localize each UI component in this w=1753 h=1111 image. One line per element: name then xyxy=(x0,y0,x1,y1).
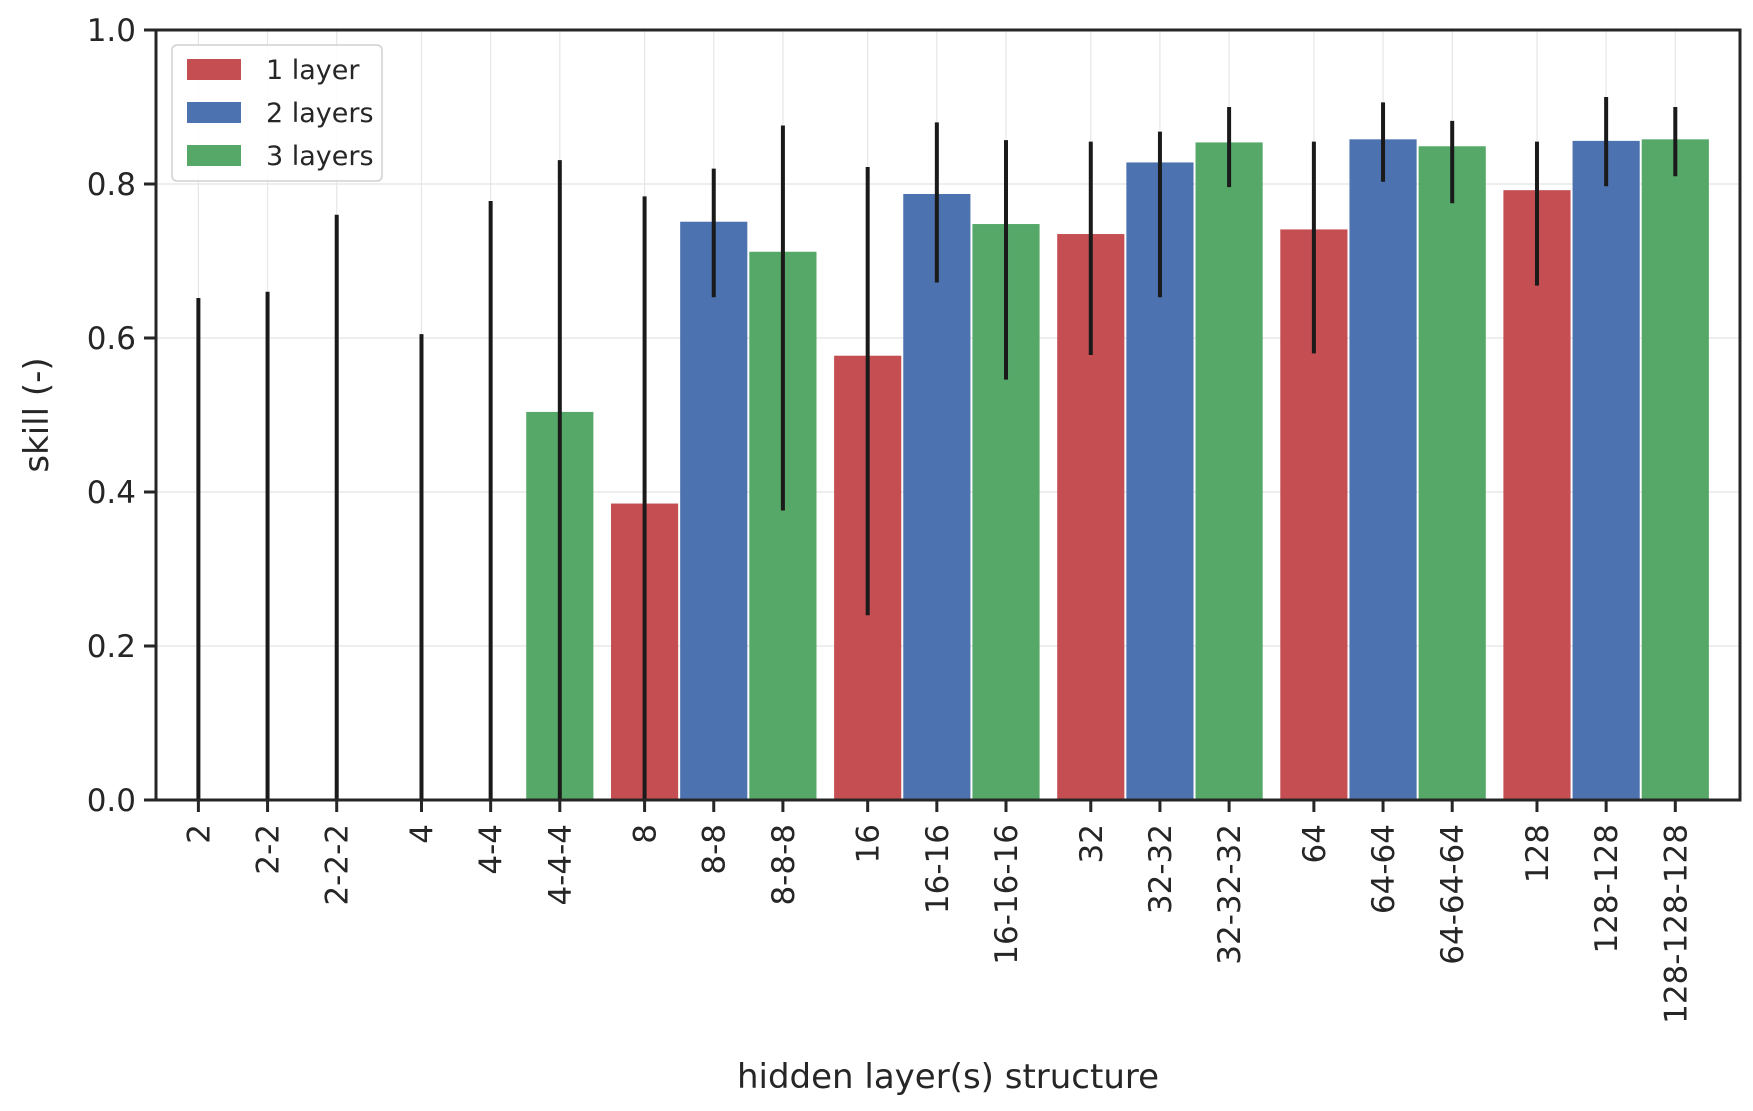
x-axis-label: hidden layer(s) structure xyxy=(737,1057,1159,1097)
x-tick-label: 16-16-16 xyxy=(989,824,1025,965)
bar xyxy=(1641,139,1709,801)
x-tick-label: 64 xyxy=(1297,824,1333,863)
y-tick-label: 1.0 xyxy=(87,13,136,49)
x-axis: 2 2-2 2-2-2 4 4-4 4-4-4 8 8-8 8-8-8 16 16-16 16-16-… xyxy=(181,800,1694,1024)
legend-swatch xyxy=(187,102,241,123)
legend-label: 3 layers xyxy=(266,141,374,172)
legend-label: 2 layers xyxy=(266,98,374,129)
x-tick-label: 2-2-2 xyxy=(320,824,356,906)
legend: 1 layer 2 layers 3 layers xyxy=(171,44,383,182)
x-tick-label: 16-16 xyxy=(920,824,956,914)
error-bars xyxy=(196,96,1678,800)
y-tick-label: 0.2 xyxy=(87,629,136,665)
legend-swatch xyxy=(187,59,241,80)
x-tick-label: 128-128-128 xyxy=(1658,824,1694,1024)
legend-label: 1 layer xyxy=(266,55,360,86)
x-tick-label: 8-8 xyxy=(697,824,733,875)
legend-swatch xyxy=(187,145,241,166)
y-axis: 0.0 0.2 0.4 0.6 0.8 1.0 xyxy=(87,13,156,819)
plot-frame xyxy=(154,28,1742,802)
y-axis-label: skill (-) xyxy=(17,357,57,472)
x-tick-label: 4-4 xyxy=(474,824,510,875)
x-tick-label: 64-64-64 xyxy=(1435,824,1471,965)
x-tick-label: 64-64 xyxy=(1366,824,1402,914)
y-tick-label: 0.6 xyxy=(87,321,136,357)
bar xyxy=(680,221,748,801)
x-tick-label: 128 xyxy=(1520,824,1556,883)
y-tick-label: 0.0 xyxy=(87,783,136,819)
y-tick-label: 0.8 xyxy=(87,167,136,203)
x-tick-label: 32-32 xyxy=(1143,824,1179,914)
x-tick-label: 4-4-4 xyxy=(543,824,579,906)
x-tick-label: 2 xyxy=(181,824,217,844)
bar xyxy=(1195,142,1263,801)
x-tick-label: 4 xyxy=(404,824,440,844)
bar xyxy=(903,194,971,800)
bar xyxy=(1572,140,1640,800)
x-tick-label: 32-32-32 xyxy=(1212,824,1248,965)
x-tick-label: 32 xyxy=(1074,824,1110,863)
bars xyxy=(526,139,1709,801)
bar xyxy=(1349,139,1417,801)
x-tick-label: 8 xyxy=(628,824,664,844)
x-tick-label: 128-128 xyxy=(1589,824,1625,954)
bar xyxy=(1418,146,1486,800)
x-tick-label: 2-2 xyxy=(251,824,287,875)
x-tick-label: 8-8-8 xyxy=(766,824,802,906)
y-tick-label: 0.4 xyxy=(87,475,136,511)
bar xyxy=(1503,190,1571,800)
x-tick-label: 16 xyxy=(851,824,887,863)
